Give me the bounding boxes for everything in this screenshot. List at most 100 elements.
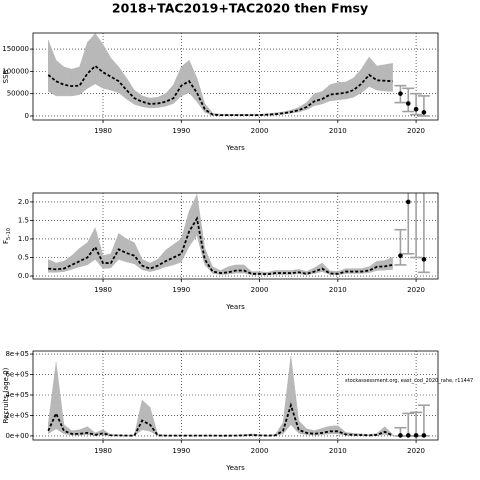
confidence-band (376, 64, 386, 92)
confidence-band (181, 59, 190, 97)
x-tick-label: 2020 (407, 286, 425, 294)
forecast-point (421, 257, 427, 262)
estimate-line (48, 216, 393, 276)
y-tick-label: 0 (25, 112, 29, 120)
confidence-band (384, 63, 393, 92)
plot-frame (32, 350, 439, 441)
forecast-point (421, 433, 427, 438)
confidence-band (157, 249, 166, 271)
x-tick-label: 1980 (94, 447, 112, 455)
confidence-band (55, 59, 65, 97)
plot-frame (32, 32, 439, 121)
y-tick-label: 0.5 (18, 254, 29, 262)
confidence-band (141, 399, 151, 432)
y-tick-label: 0e+00 (5, 432, 29, 440)
confidence-band (134, 400, 143, 437)
annotation: stockassessment.org, east_cod_2020_rahe,… (345, 378, 473, 384)
confidence-band (173, 238, 182, 266)
x-tick-label: 2020 (407, 447, 425, 455)
x-tick-label: 2000 (251, 127, 269, 135)
figure-title: 2018+TAC2019+TAC2020 then Fmsy (112, 1, 368, 16)
confidence-band (71, 247, 80, 270)
plot-frame (32, 192, 439, 280)
confidence-band (94, 33, 104, 89)
estimate-line (47, 64, 393, 116)
confidence-band (87, 33, 96, 89)
panel: 1980 1990 2000 2010 2020 0 50000 100000 150000 Ye… (2, 32, 439, 152)
y-tick-label: 2e+05 (5, 411, 29, 419)
plot-area (48, 193, 430, 276)
y-tick-label: 4e+05 (5, 391, 29, 399)
confidence-band (235, 264, 245, 274)
y-tick-label: 1.0 (18, 235, 29, 243)
y-axis-label: SSB (2, 69, 10, 83)
y-axis-label-main: Recruits (age 0) (2, 367, 10, 423)
confidence-band (149, 96, 159, 109)
y-tick-label: 8e+05 (5, 350, 29, 358)
y-tick-label: 0.0 (18, 272, 29, 280)
x-tick-label: 2020 (407, 127, 425, 135)
confidence-band (353, 68, 362, 98)
x-axis-label: Years (225, 144, 245, 152)
confidence-band (110, 57, 119, 94)
forecast-point (398, 433, 403, 438)
y-axis-label: F5–10 (2, 228, 12, 244)
forecast-point (398, 253, 403, 258)
y-axis-label-main: SSB (2, 69, 10, 83)
confidence-band (196, 194, 206, 265)
x-tick-label: 1990 (172, 447, 190, 455)
x-tick-label: 2000 (251, 286, 269, 294)
confidence-band (102, 43, 112, 91)
confidence-band (329, 82, 339, 102)
y-tick-label: 1.5 (18, 216, 29, 224)
confidence-band (63, 255, 72, 272)
confidence-band (118, 66, 127, 100)
forecast-point (405, 199, 411, 205)
confidence-band (126, 238, 135, 265)
x-tick-label: 1990 (172, 286, 190, 294)
y-axis-label: Recruits (age 0) (2, 367, 10, 423)
confidence-band (48, 258, 57, 273)
confidence-band (173, 66, 182, 105)
confidence-band (102, 253, 112, 269)
x-tick-label: 1980 (94, 286, 112, 294)
y-axis-label-sub: 5–10 (6, 228, 12, 240)
confidence-band (149, 407, 159, 437)
confidence-band (321, 84, 331, 105)
y-axis-label-main: F (2, 240, 10, 244)
x-tick-label: 2010 (329, 286, 347, 294)
forecast-point (413, 106, 419, 112)
confidence-band (118, 232, 127, 263)
y-tick-label: 50000 (7, 90, 29, 98)
forecast-point (398, 91, 403, 96)
confidence-band (165, 244, 174, 268)
x-tick-label: 1980 (94, 127, 112, 135)
confidence-band (157, 93, 166, 108)
forecast-point (405, 101, 411, 106)
confidence-band (337, 81, 346, 101)
confidence-band (329, 425, 339, 435)
estimate-line (47, 402, 393, 437)
confidence-band (165, 84, 174, 107)
forecast-point (413, 433, 419, 438)
forecast-point (405, 433, 411, 438)
confidence-band (314, 91, 323, 107)
confidence-band (71, 66, 80, 97)
x-axis-label: Years (225, 464, 245, 472)
plot-area (47, 356, 430, 438)
confidence-band (376, 260, 386, 271)
y-tick-label: 100000 (2, 67, 29, 75)
confidence-band (321, 425, 331, 435)
x-tick-label: 1990 (172, 127, 190, 135)
confidence-band (282, 356, 292, 435)
confidence-band (48, 362, 57, 435)
panel: 1980 1990 2000 2010 2020 0.0 0.5 1.0 1.5 2.0 Years… (2, 192, 439, 311)
y-tick-label: 6e+05 (5, 371, 29, 379)
confidence-band (188, 60, 198, 103)
confidence-band (361, 56, 370, 94)
x-tick-label: 2000 (251, 447, 269, 455)
y-tick-label: 2.0 (18, 198, 29, 206)
confidence-band (345, 77, 354, 100)
confidence-band (368, 56, 378, 91)
